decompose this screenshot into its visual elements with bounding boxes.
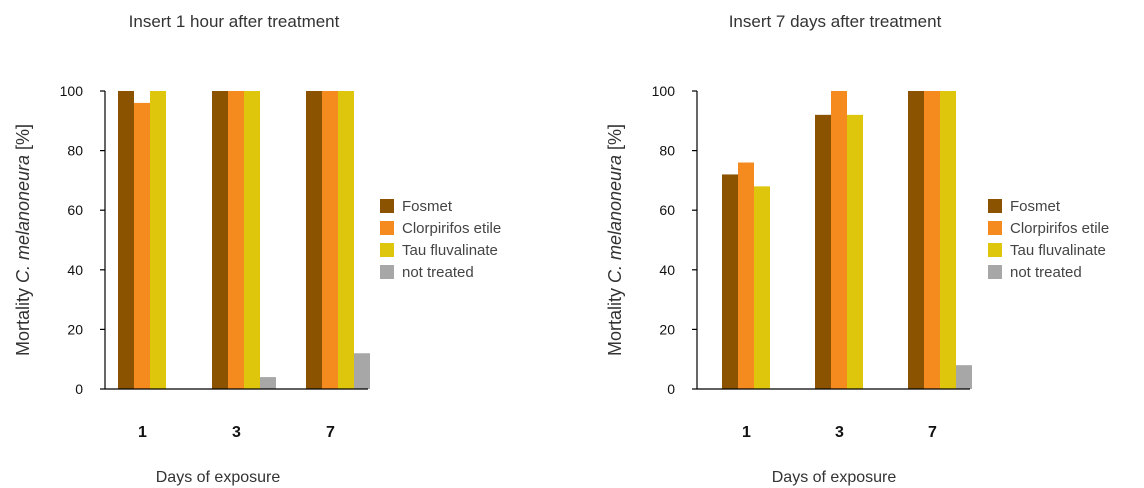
bars — [118, 91, 370, 390]
legend-label: Tau fluvalinate — [1010, 242, 1106, 259]
x-axis-label: Days of exposure — [156, 469, 281, 486]
y-axis-label-species: C. melanoneura — [13, 155, 33, 283]
x-axis-label: Days of exposure — [772, 469, 897, 486]
y-axis-label-species: C. melanoneura — [605, 155, 625, 283]
x-category-label: 1 — [742, 424, 751, 441]
y-tick-label: 40 — [659, 262, 675, 278]
chart-title: Insert 7 days after treatment — [729, 12, 942, 31]
legend-swatch — [988, 265, 1002, 279]
y-axis-label: Mortality C. melanoneura [%] — [13, 124, 33, 356]
legend-swatch — [380, 221, 394, 235]
legend-swatch — [988, 199, 1002, 213]
x-category-label: 7 — [326, 424, 335, 441]
y-axis-ticks: 0 20 40 60 80 100 — [652, 83, 697, 397]
legend-swatch — [380, 265, 394, 279]
y-tick-label: 0 — [75, 381, 83, 397]
bar-fosmet-day-7 — [306, 91, 322, 389]
x-category-label: 3 — [835, 424, 844, 441]
bar-clorpirifos-etile-day-1 — [738, 162, 754, 389]
y-tick-label: 60 — [659, 202, 675, 218]
y-tick-label: 80 — [659, 143, 675, 159]
bar-fosmet-day-1 — [722, 174, 738, 389]
legend-label: Clorpirifos etile — [1010, 220, 1109, 237]
bar-tau-fluvalinate-day-3 — [847, 114, 863, 389]
y-axis-label: Mortality C. melanoneura [%] — [605, 124, 625, 356]
bars — [722, 91, 972, 389]
y-tick-label: 100 — [60, 83, 84, 99]
legend-label: not treated — [1010, 264, 1082, 281]
bar-fosmet-day-7 — [908, 91, 924, 389]
y-axis-label-unit: [%] — [13, 124, 33, 155]
y-tick-label: 80 — [67, 143, 83, 159]
bar-clorpirifos-etile-day-7 — [924, 91, 940, 389]
chart-insert-1-hour: Insert 1 hour after treatment Mortality … — [13, 12, 501, 486]
bar-tau-fluvalinate-day-1 — [150, 91, 166, 389]
bar-tau-fluvalinate-day-3 — [244, 91, 260, 389]
bar-fosmet-day-3 — [212, 91, 228, 389]
legend-swatch — [988, 221, 1002, 235]
x-axis-categories: 1 3 7 — [742, 424, 937, 441]
legend-swatch — [380, 199, 394, 213]
bar-not-treated-day-7 — [354, 353, 370, 389]
x-category-label: 7 — [928, 424, 937, 441]
y-tick-label: 40 — [67, 262, 83, 278]
legend-label: Fosmet — [1010, 198, 1061, 215]
bar-tau-fluvalinate-day-7 — [940, 91, 956, 389]
chart-insert-7-days: Insert 7 days after treatment Mortality … — [605, 12, 1109, 486]
y-tick-label: 20 — [67, 321, 83, 337]
x-category-label: 3 — [232, 424, 241, 441]
chart-title: Insert 1 hour after treatment — [129, 12, 340, 31]
legend: Fosmet Clorpirifos etile Tau fluvalinate no… — [380, 198, 501, 281]
bar-fosmet-day-3 — [815, 114, 831, 389]
bar-clorpirifos-etile-day-1 — [134, 102, 150, 390]
bar-not-treated-day-3 — [260, 377, 276, 389]
legend-swatch — [380, 243, 394, 257]
x-axis-categories: 1 3 7 — [138, 424, 335, 441]
bar-clorpirifos-etile-day-3 — [228, 91, 244, 389]
y-axis-label-unit: [%] — [605, 124, 625, 155]
y-axis-ticks: 0 20 40 60 80 100 — [60, 83, 105, 397]
bar-clorpirifos-etile-day-3 — [831, 91, 847, 389]
legend-swatch — [988, 243, 1002, 257]
bar-fosmet-day-1 — [118, 91, 134, 389]
y-tick-label: 0 — [667, 381, 675, 397]
y-tick-label: 20 — [659, 321, 675, 337]
y-axis-label-prefix: Mortality — [13, 283, 33, 356]
y-axis-label-prefix: Mortality — [605, 283, 625, 356]
legend-label: Fosmet — [402, 198, 453, 215]
x-category-label: 1 — [138, 424, 147, 441]
legend-label: Clorpirifos etile — [402, 220, 501, 237]
legend-label: not treated — [402, 264, 474, 281]
bar-tau-fluvalinate-day-1 — [754, 186, 770, 389]
y-tick-label: 60 — [67, 202, 83, 218]
bar-clorpirifos-etile-day-7 — [322, 91, 338, 389]
y-tick-label: 100 — [652, 83, 676, 99]
bar-tau-fluvalinate-day-7 — [338, 91, 354, 389]
legend: Fosmet Clorpirifos etile Tau fluvalinate no… — [988, 198, 1109, 281]
bar-not-treated-day-7 — [956, 365, 972, 389]
legend-label: Tau fluvalinate — [402, 242, 498, 259]
